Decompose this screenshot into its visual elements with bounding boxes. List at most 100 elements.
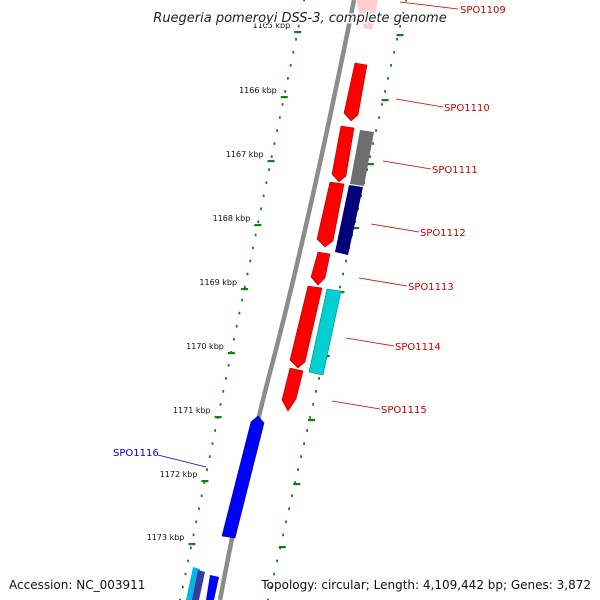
inner-scale-dot	[235, 324, 238, 328]
inner-scale-dot	[198, 507, 200, 511]
gene-label-spo1111[interactable]: SPO1111	[432, 165, 478, 176]
outer-scale-dot	[396, 37, 398, 41]
cog-box-navy	[335, 185, 363, 255]
leader-line-spo1115	[331, 400, 381, 410]
inner-scale-dot	[189, 546, 192, 550]
outer-scale-dot	[288, 507, 290, 511]
outer-scale-dot	[294, 481, 296, 485]
tick-label: 1172 kbp	[160, 470, 198, 479]
outer-scale-dot	[402, 11, 404, 15]
major-tick-outer	[308, 419, 316, 422]
inner-scale-dot	[265, 181, 268, 185]
major-tick-outer	[381, 99, 389, 102]
inner-scale-dot	[187, 559, 190, 563]
gene-arrow-spo1115[interactable]	[281, 367, 304, 412]
gene-label-spo1114[interactable]: SPO1114	[395, 342, 441, 353]
major-tick-outer	[293, 483, 301, 486]
leader-line-spo1116	[157, 454, 207, 468]
leader-line-spo1110	[395, 98, 444, 108]
inner-scale-dot	[241, 298, 243, 302]
inner-scale-dot	[184, 572, 187, 576]
gene-label-spo1110[interactable]: SPO1110	[444, 103, 490, 114]
inner-scale-dot	[214, 429, 217, 432]
inner-scale-dot	[200, 494, 203, 498]
outer-scale-dot	[267, 598, 269, 600]
tick-label: 1165 kbp	[253, 21, 291, 30]
major-tick	[214, 416, 222, 419]
inner-scale-dot	[238, 311, 241, 315]
inner-scale-dot	[246, 272, 249, 276]
outer-scale-dot	[369, 155, 371, 158]
cog-box-cyan	[308, 288, 342, 376]
outer-scale-dot	[381, 103, 383, 106]
gene-arrow-spo1110[interactable]	[343, 62, 368, 122]
gene-arrow-partial-2[interactable]	[192, 570, 205, 600]
outer-scale-dot	[315, 390, 317, 393]
gene-arrow-spo1113[interactable]	[310, 251, 331, 286]
cog-box-gray	[350, 130, 374, 186]
scale-ticks: 1165 kbp 1166 kbp 1167 kbp 1168 kbp 1169 kbp…	[147, 0, 407, 600]
major-tick-outer	[396, 34, 404, 37]
inner-scale-dot	[273, 142, 276, 145]
gene-arrow-spo1109[interactable]	[356, 0, 378, 30]
inner-scale-dot	[206, 468, 208, 471]
gene-label-spo1112[interactable]: SPO1112	[420, 228, 466, 239]
inner-scale-dot	[287, 77, 289, 80]
outer-scale-dot	[345, 259, 347, 263]
inner-scale-dot	[276, 129, 279, 132]
inner-scale-dot	[211, 442, 214, 445]
outer-scale-dot	[375, 129, 377, 132]
inner-scale-dot	[179, 598, 181, 600]
outer-scale-dot	[306, 429, 308, 432]
outer-scale-dot	[276, 559, 278, 563]
gene-label-spo1109[interactable]: SPO1109	[460, 5, 506, 16]
outer-scale-dot	[339, 285, 341, 289]
map-title: Ruegeria pomeroyi DSS-3, complete genome	[153, 11, 446, 26]
outer-scale-dot	[270, 585, 272, 589]
major-tick	[254, 224, 262, 227]
outer-scale-dot	[285, 520, 287, 524]
inner-scale-dot	[262, 194, 265, 198]
gene-label-spo1113[interactable]: SPO1113	[408, 282, 454, 293]
inner-scale-dot	[281, 103, 284, 106]
genome-summary-text: Topology: circular; Length: 4,109,442 bp…	[261, 578, 591, 592]
outer-scale-dot	[393, 50, 395, 54]
gene-arrow-spo1116[interactable]	[221, 415, 265, 539]
major-tick	[294, 31, 302, 34]
gene-arrow-partial-1[interactable]	[186, 567, 200, 600]
outer-scale-dot	[282, 533, 284, 537]
inner-scale-dot	[268, 168, 270, 171]
inner-scale-dot	[295, 37, 297, 41]
outer-scale-dot	[399, 24, 401, 28]
outer-scale-dot	[387, 77, 389, 80]
outer-scale-dot	[390, 64, 392, 67]
inner-scale-dot	[225, 377, 227, 380]
outer-scale-dot	[297, 468, 299, 471]
outer-scale-dot	[312, 403, 314, 406]
inner-scale-dot	[303, 0, 305, 2]
gene-arrow-spo1111[interactable]	[331, 125, 355, 183]
gene-label-spo1116[interactable]: SPO1116	[113, 448, 159, 459]
outer-scale-dot	[384, 90, 386, 93]
major-tick	[241, 288, 249, 291]
gene-arrow-partial-3[interactable]	[206, 575, 219, 600]
inner-scale-dot	[297, 24, 300, 28]
gene-label-spo1115[interactable]: SPO1115	[381, 405, 427, 416]
tick-label: 1171 kbp	[173, 406, 211, 415]
leader-line-spo1109	[399, 1, 459, 10]
major-tick	[201, 480, 209, 483]
leader-line-spo1112	[370, 223, 420, 233]
inner-scale-dot	[260, 207, 262, 211]
gene-arrow-spo1112[interactable]	[316, 181, 345, 248]
outer-scale-dot	[342, 272, 344, 276]
leader-line-spo1114	[345, 337, 395, 347]
major-tick	[267, 160, 275, 163]
tick-label: 1169 kbp	[199, 278, 237, 287]
gene-features	[186, 0, 378, 600]
inner-scale-dot	[233, 337, 235, 341]
inner-scale-dot	[251, 246, 254, 250]
gene-arrow-spo1114[interactable]	[289, 285, 323, 369]
inner-scale-dot	[203, 481, 206, 485]
inner-scale-dot	[181, 585, 184, 589]
